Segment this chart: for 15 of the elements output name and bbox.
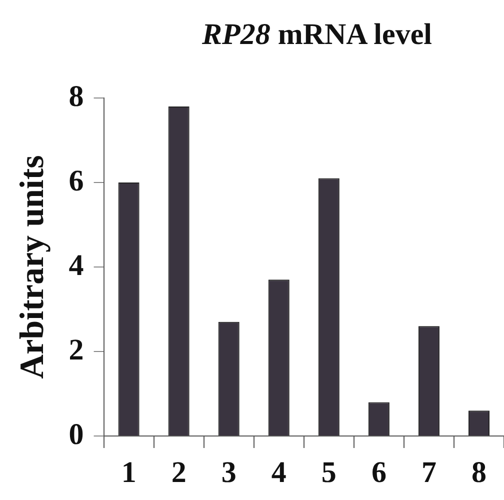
x-tick-label: 1 [121,456,136,489]
y-tick-label: 2 [68,333,84,366]
x-tick-label: 6 [371,456,386,489]
x-tick-label: 3 [221,456,236,489]
y-tick-label: 4 [68,248,84,282]
y-axis-title: Arbitrary units [14,155,52,379]
x-tick-label: 4 [271,456,286,489]
chart-title: RP28 mRNA level [201,18,433,52]
y-tick-label: 0 [68,418,84,451]
x-tick-label: 2 [171,456,186,489]
y-tick-label: 8 [68,80,84,113]
x-tick-label: 7 [421,456,436,489]
y-tick-label: 6 [68,164,84,198]
x-tick-label: 5 [321,456,336,489]
x-tick-label: 8 [471,456,486,489]
